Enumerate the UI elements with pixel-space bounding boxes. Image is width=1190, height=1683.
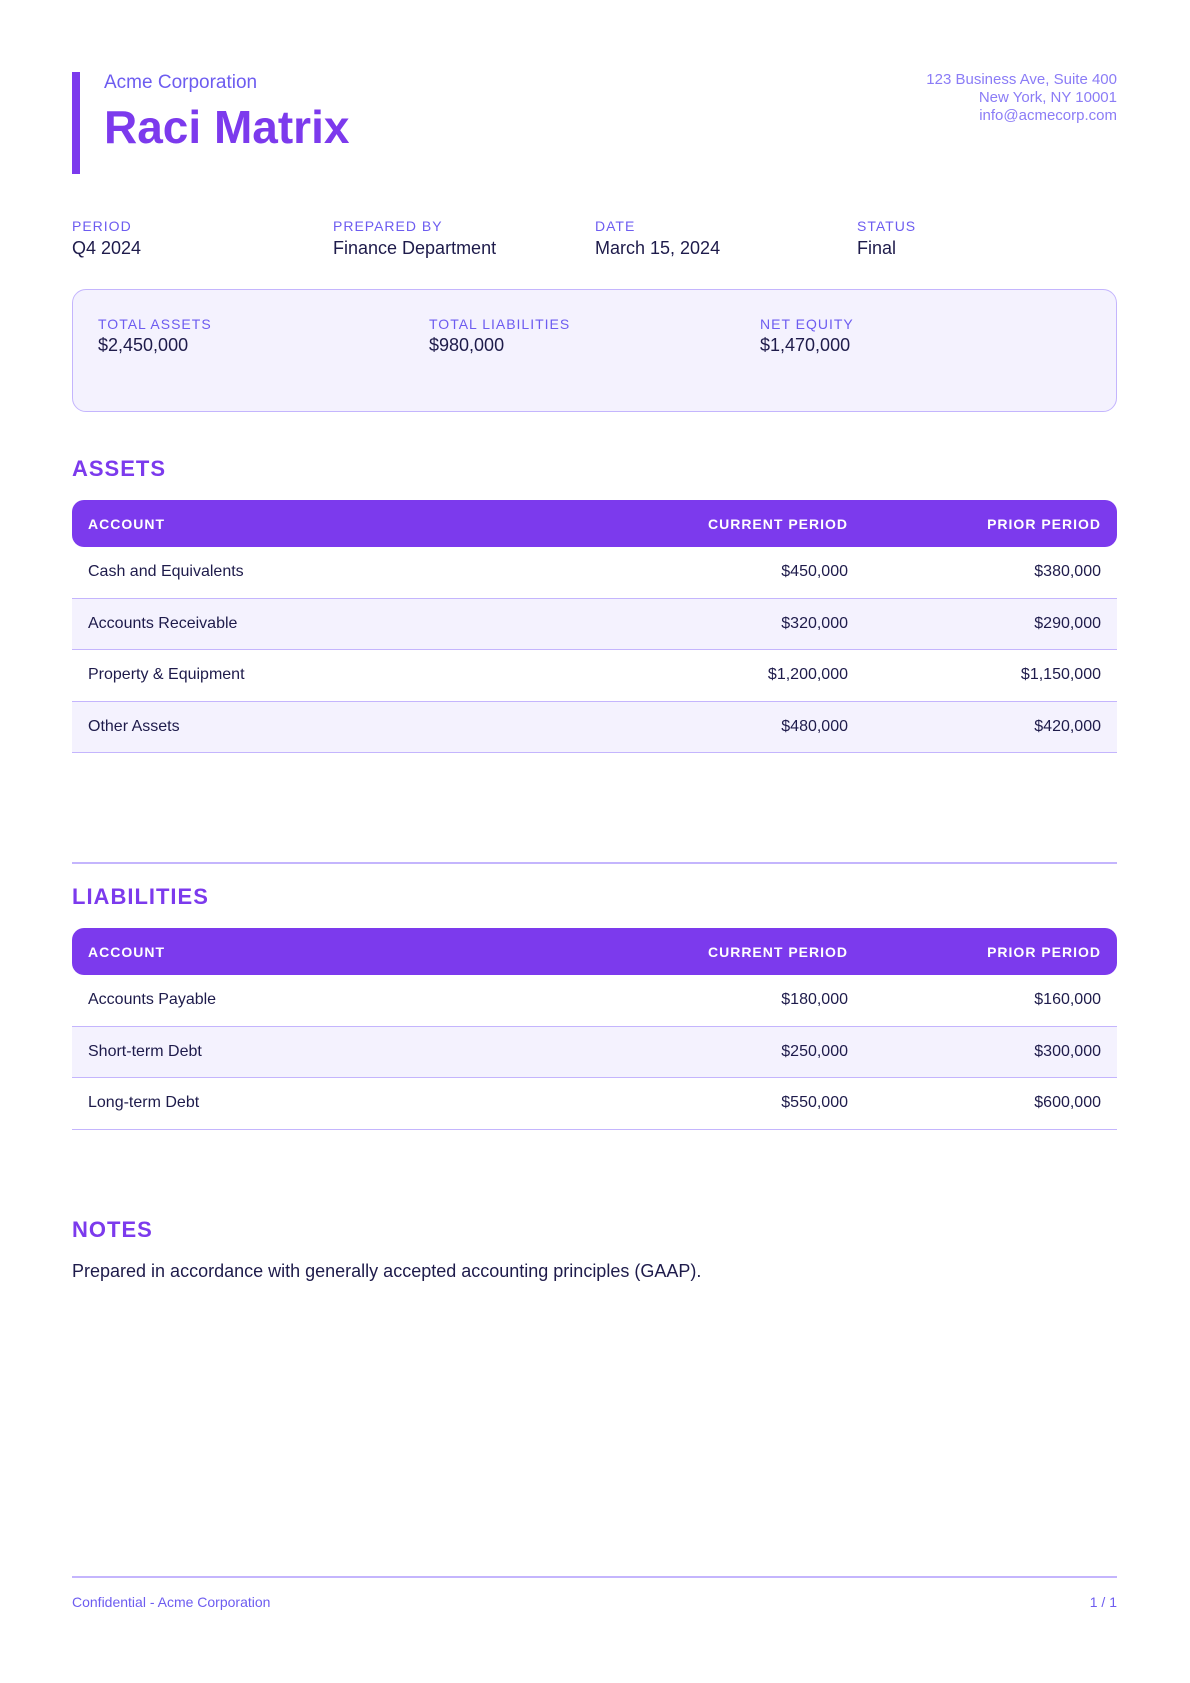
accent-bar [72, 72, 80, 174]
table-row: Other Assets $480,000 $420,000 [72, 701, 1117, 753]
section-divider [72, 862, 1117, 864]
status-label: STATUS [857, 218, 917, 234]
assets-heading: ASSETS [72, 456, 167, 481]
prepared-by-label: PREPARED BY [333, 218, 443, 234]
column-header: ACCOUNT [88, 515, 165, 532]
page-title: Raci Matrix [104, 101, 350, 153]
total-liabilities-value: $980,000 [429, 335, 505, 355]
account-cell: Property & Equipment [88, 666, 245, 684]
net-equity-value: $1,470,000 [760, 335, 851, 355]
notes-text: Prepared in accordance with generally ac… [72, 1261, 702, 1281]
account-cell: Accounts Payable [88, 991, 217, 1009]
status-value: Final [857, 238, 897, 258]
assets-table: ACCOUNT CURRENT PERIOD PRIOR PERIOD Cash… [72, 500, 1117, 753]
total-liabilities-label: TOTAL LIABILITIES [429, 316, 571, 332]
account-cell: Short-term Debt [88, 1042, 202, 1060]
net-equity-label: NET EQUITY [760, 316, 854, 332]
company-name: Acme Corporation [104, 72, 258, 93]
company-address: 123 Business Ave, Suite 400 New York, NY… [926, 71, 1117, 125]
footer-confidential: Confidential - Acme Corporation [72, 1594, 271, 1610]
page-number: 1 / 1 [1089, 1594, 1117, 1610]
address-line: 123 Business Ave, Suite 400 [926, 71, 1117, 88]
prior-cell: $160,000 [1034, 991, 1101, 1009]
footer-divider [72, 1576, 1117, 1578]
liabilities-table: ACCOUNT CURRENT PERIOD PRIOR PERIOD Acco… [72, 928, 1117, 1130]
current-cell: $250,000 [781, 1042, 848, 1060]
table-header: ACCOUNT CURRENT PERIOD PRIOR PERIOD [72, 500, 1117, 547]
email: info@acmecorp.com [979, 107, 1117, 124]
column-header: CURRENT PERIOD [707, 943, 848, 960]
table-row: Property & Equipment $1,200,000 $1,150,000 [72, 650, 1117, 702]
column-header: PRIOR PERIOD [987, 515, 1101, 532]
column-header: PRIOR PERIOD [987, 943, 1101, 960]
current-cell: $1,200,000 [767, 666, 848, 684]
liabilities-heading: LIABILITIES [72, 884, 209, 909]
current-cell: $550,000 [781, 1094, 848, 1112]
table-row: Short-term Debt $250,000 $300,000 [72, 1026, 1117, 1078]
account-cell: Other Assets [88, 717, 180, 735]
period-value: Q4 2024 [72, 238, 142, 258]
address-line: New York, NY 10001 [978, 89, 1117, 106]
column-header: ACCOUNT [88, 943, 165, 960]
date-label: DATE [595, 218, 636, 234]
period-label: PERIOD [72, 218, 132, 234]
current-cell: $450,000 [781, 563, 848, 581]
prior-cell: $290,000 [1034, 614, 1101, 632]
current-cell: $480,000 [781, 717, 848, 735]
account-cell: Long-term Debt [88, 1094, 200, 1112]
prior-cell: $1,150,000 [1020, 666, 1101, 684]
total-assets-label: TOTAL ASSETS [98, 316, 212, 332]
column-header: CURRENT PERIOD [707, 515, 848, 532]
account-cell: Cash and Equivalents [88, 563, 244, 581]
table-row: Accounts Payable $180,000 $160,000 [72, 975, 1117, 1027]
notes-heading: NOTES [72, 1217, 153, 1242]
prior-cell: $600,000 [1034, 1094, 1101, 1112]
prior-cell: $300,000 [1034, 1042, 1101, 1060]
table-header: ACCOUNT CURRENT PERIOD PRIOR PERIOD [72, 928, 1117, 975]
current-cell: $180,000 [781, 991, 848, 1009]
prior-cell: $380,000 [1034, 563, 1101, 581]
table-row: Long-term Debt $550,000 $600,000 [72, 1078, 1117, 1130]
current-cell: $320,000 [781, 614, 848, 632]
prior-cell: $420,000 [1034, 717, 1101, 735]
table-row: Cash and Equivalents $450,000 $380,000 [72, 547, 1117, 599]
account-cell: Accounts Receivable [88, 614, 238, 632]
table-row: Accounts Receivable $320,000 $290,000 [72, 598, 1117, 650]
date-value: March 15, 2024 [595, 238, 721, 258]
prepared-by-value: Finance Department [333, 238, 497, 258]
total-assets-value: $2,450,000 [98, 335, 189, 355]
summary-box [72, 289, 1117, 412]
